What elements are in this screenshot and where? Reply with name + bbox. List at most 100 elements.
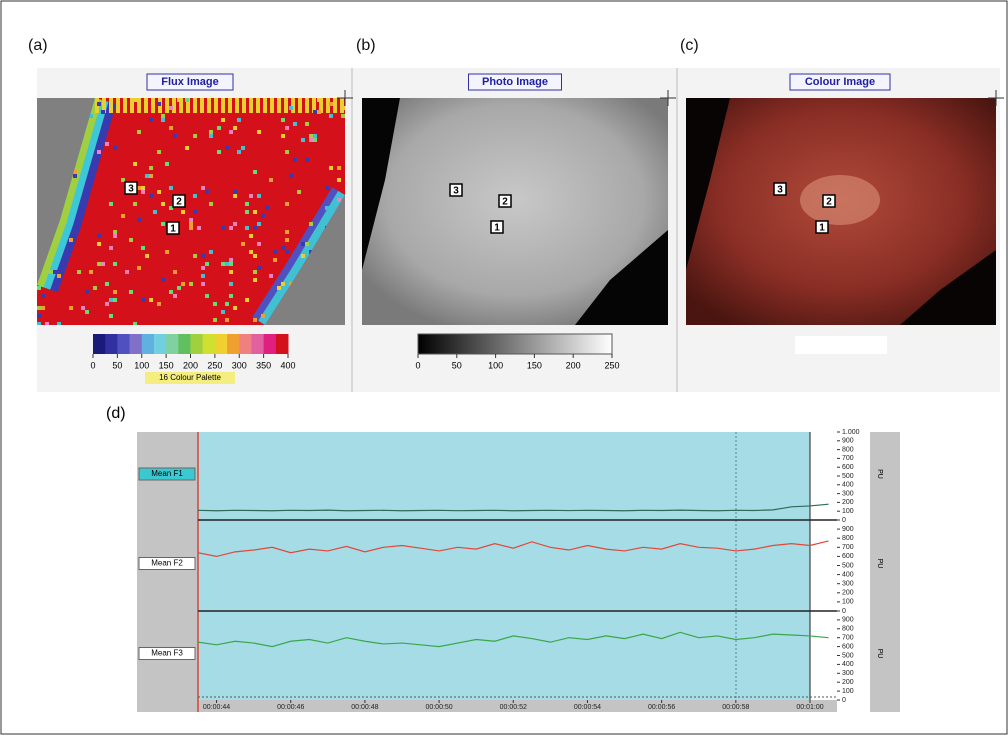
speckle xyxy=(229,282,233,286)
speckle xyxy=(305,242,309,246)
speckle xyxy=(253,254,257,258)
trace-plot-area xyxy=(198,432,810,700)
speckle xyxy=(205,294,209,298)
speckle xyxy=(73,174,77,178)
palette-swatch xyxy=(215,334,228,354)
speckle xyxy=(229,270,233,274)
speckle xyxy=(185,146,189,150)
speckle xyxy=(197,226,201,230)
roi-label: 3 xyxy=(128,184,134,195)
speckle xyxy=(193,194,197,198)
speckle xyxy=(253,170,257,174)
speckle xyxy=(309,134,313,138)
speckle xyxy=(85,290,89,294)
speckle xyxy=(145,254,149,258)
y-tick-label: 500 xyxy=(842,562,854,569)
roi-label: 2 xyxy=(176,197,182,208)
speckle xyxy=(237,118,241,122)
speckle xyxy=(141,298,145,302)
image-title: Photo Image xyxy=(482,76,548,88)
speckle xyxy=(173,294,177,298)
roi-label: 2 xyxy=(826,197,832,208)
speckle xyxy=(109,298,113,302)
scale-tick-label: 0 xyxy=(90,360,95,370)
speckle xyxy=(113,262,117,266)
speckle xyxy=(233,194,237,198)
speckle xyxy=(37,286,41,290)
y-tick-label: 600 xyxy=(842,464,854,471)
speckle xyxy=(157,302,161,306)
y-tick-label: 200 xyxy=(842,590,854,597)
speckle xyxy=(313,134,317,138)
speckle xyxy=(109,202,113,206)
speckle xyxy=(209,130,213,134)
palette-swatch xyxy=(166,334,179,354)
gray-scale-bar xyxy=(418,334,612,354)
speckle xyxy=(221,262,225,266)
speckle xyxy=(233,306,237,310)
speckle xyxy=(145,174,149,178)
speckle xyxy=(133,202,137,206)
speckle xyxy=(245,226,249,230)
speckle xyxy=(241,242,245,246)
speckle xyxy=(213,318,217,322)
scale-tick-label: 100 xyxy=(488,360,503,370)
speckle xyxy=(169,186,173,190)
roi-label: 2 xyxy=(502,197,508,208)
palette-swatch xyxy=(191,334,204,354)
speckle xyxy=(273,258,277,262)
y-tick-label: 700 xyxy=(842,455,854,462)
speckle xyxy=(149,166,153,170)
speckle xyxy=(281,118,285,122)
speckle xyxy=(253,226,257,230)
speckle xyxy=(241,146,245,150)
roi-label: 1 xyxy=(170,224,176,235)
speckle xyxy=(149,118,153,122)
speckle xyxy=(317,98,321,102)
scale-tick-label: 350 xyxy=(256,360,271,370)
unit-label: PU xyxy=(876,469,883,479)
speckle xyxy=(281,134,285,138)
speckle xyxy=(53,270,57,274)
speckle xyxy=(257,222,261,226)
speckle xyxy=(253,278,257,282)
speckle xyxy=(177,98,181,102)
speckle xyxy=(229,262,233,266)
speckle xyxy=(137,218,141,222)
speckle xyxy=(181,282,185,286)
speckle xyxy=(233,126,237,130)
speckle xyxy=(113,298,117,302)
speckle xyxy=(289,106,293,110)
speckle xyxy=(209,134,213,138)
speckle xyxy=(185,98,189,102)
speckle xyxy=(285,250,289,254)
channel-label: Mean F1 xyxy=(151,469,183,478)
speckle xyxy=(161,278,165,282)
speckle xyxy=(149,174,153,178)
speckle xyxy=(285,202,289,206)
x-tick-label: 00:00:56 xyxy=(648,704,675,711)
speckle xyxy=(69,306,73,310)
scale-tick-label: 100 xyxy=(134,360,149,370)
speckle xyxy=(205,190,209,194)
scale-tick-label: 400 xyxy=(280,360,295,370)
speckle xyxy=(97,150,101,154)
image-title: Flux Image xyxy=(161,76,218,88)
roi-label: 1 xyxy=(819,223,825,234)
speckle xyxy=(257,130,261,134)
speckle xyxy=(133,162,137,166)
palette-swatch xyxy=(178,334,191,354)
speckle xyxy=(225,146,229,150)
speckle xyxy=(109,314,113,318)
speckle xyxy=(337,178,341,182)
speckle xyxy=(121,214,125,218)
roi-label: 3 xyxy=(777,185,783,196)
palette-swatch xyxy=(264,334,277,354)
speckle xyxy=(301,254,305,258)
speckle xyxy=(101,110,105,114)
scale-tick-label: 250 xyxy=(604,360,619,370)
speckle xyxy=(149,298,153,302)
speckle xyxy=(233,222,237,226)
speckle xyxy=(89,270,93,274)
x-tick-label: 00:00:46 xyxy=(277,704,304,711)
